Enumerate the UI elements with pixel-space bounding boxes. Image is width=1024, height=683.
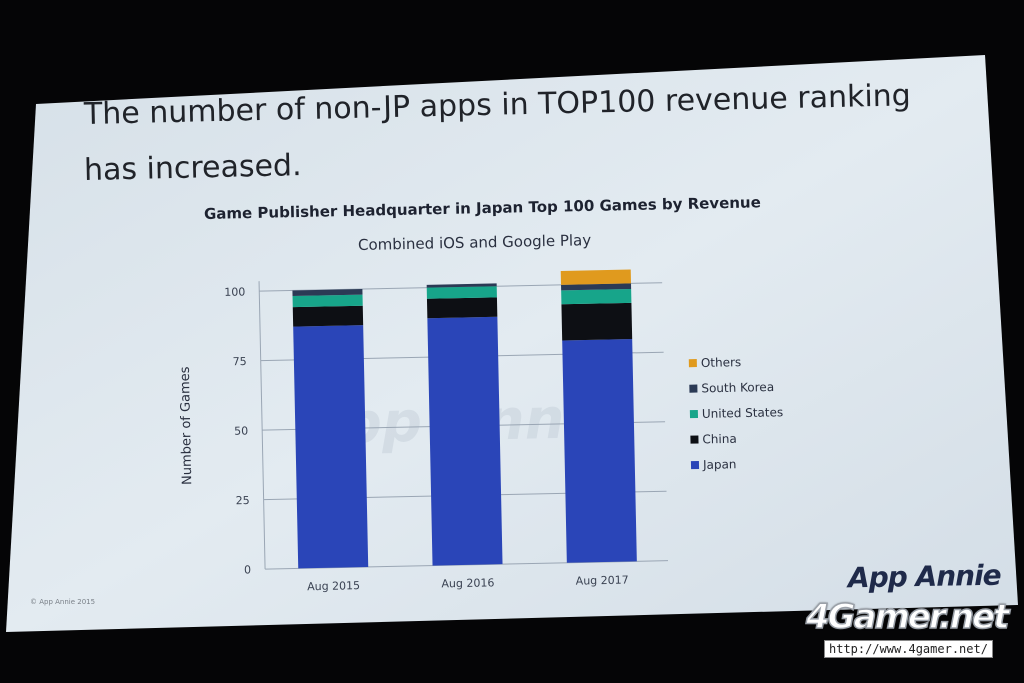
bar-segment (560, 269, 632, 285)
app-annie-logo: App Annie (847, 558, 1001, 595)
bar-segment (292, 305, 364, 327)
bar-segment (561, 288, 632, 305)
legend-label: United States (702, 405, 784, 421)
y-tick-label: 25 (236, 494, 250, 507)
x-tick-label: Aug 2016 (441, 576, 494, 590)
y-tick-label: 50 (234, 424, 248, 437)
legend-swatch (688, 359, 697, 368)
bar-segment (426, 283, 497, 288)
legend-swatch (689, 384, 698, 393)
y-tick-label: 100 (224, 285, 245, 298)
bar-segment (426, 297, 498, 319)
legend-label: China (702, 432, 737, 447)
legend-label: South Korea (701, 380, 774, 396)
x-tick-label: Aug 2017 (576, 574, 629, 588)
bar-segment (562, 338, 637, 563)
legend-swatch (689, 410, 699, 419)
legend-swatch (690, 435, 699, 444)
bar-segment (292, 294, 363, 308)
bar-segment (561, 283, 632, 291)
bar-segment (292, 289, 363, 297)
footer-copyright: © App Annie 2015 (30, 598, 96, 606)
y-axis-line (258, 281, 266, 570)
bar-segment (426, 286, 497, 299)
bar-segment (427, 316, 503, 566)
legend-label: Others (701, 355, 742, 370)
y-tick-label: 75 (233, 355, 247, 368)
y-axis-label: Number of Games (178, 366, 195, 485)
4gamer-watermark-logo: 4Gamer.net (805, 597, 1010, 637)
x-tick-label: Aug 2015 (307, 579, 360, 593)
y-tick-label: 0 (244, 563, 251, 576)
legend-swatch (690, 461, 700, 470)
legend-label: Japan (702, 457, 737, 472)
bar-segment (561, 302, 633, 341)
4gamer-watermark-url: http://www.4gamer.net/ (824, 640, 993, 658)
bar-segment (293, 325, 369, 569)
